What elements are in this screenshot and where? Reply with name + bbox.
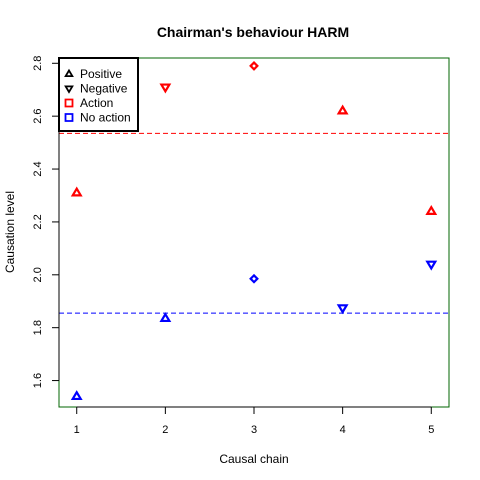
- data-point-2-1: [70, 390, 83, 401]
- legend-symbol-2: [64, 85, 74, 94]
- y-tick-label: 2.4: [32, 161, 44, 176]
- data-point-2-2: [159, 312, 172, 323]
- y-tick-label: 1.8: [32, 320, 44, 335]
- data-point-1-5: [425, 204, 438, 215]
- x-tick-label: 4: [340, 424, 346, 436]
- y-tick-label: 2.8: [32, 56, 44, 71]
- y-axis-label: Causation level: [3, 191, 17, 273]
- legend-label-2: Negative: [80, 82, 128, 96]
- data-point-2-4: [336, 304, 349, 315]
- x-tick-label: 3: [251, 424, 257, 436]
- plot-marks: [59, 61, 449, 401]
- legend-label-3: Action: [80, 96, 113, 110]
- legend-symbol-1: [64, 68, 74, 77]
- y-tick-label: 2.2: [32, 214, 44, 229]
- chart-title: Chairman's behaviour HARM: [157, 24, 349, 40]
- data-point-1-3: [249, 61, 259, 71]
- legend-symbol-4: [64, 113, 74, 122]
- y-tick-label: 2.0: [32, 267, 44, 282]
- data-point-1-2: [159, 83, 172, 94]
- data-point-2-3: [249, 273, 259, 284]
- legend-label-1: Positive: [80, 67, 122, 81]
- data-point-2-5: [425, 260, 438, 271]
- legend-symbol-3: [64, 98, 74, 108]
- x-tick-label: 1: [74, 424, 80, 436]
- x-axis: 1 2 3 4 5: [74, 406, 434, 436]
- legend-label-4: No action: [80, 111, 131, 125]
- x-axis-label: Causal chain: [219, 452, 288, 466]
- y-tick-label: 2.6: [32, 109, 44, 124]
- data-point-1-1: [70, 186, 83, 197]
- data-point-1-4: [336, 104, 349, 115]
- x-tick-label: 5: [428, 424, 434, 436]
- x-tick-label: 2: [162, 424, 168, 436]
- y-tick-label: 1.6: [32, 373, 44, 388]
